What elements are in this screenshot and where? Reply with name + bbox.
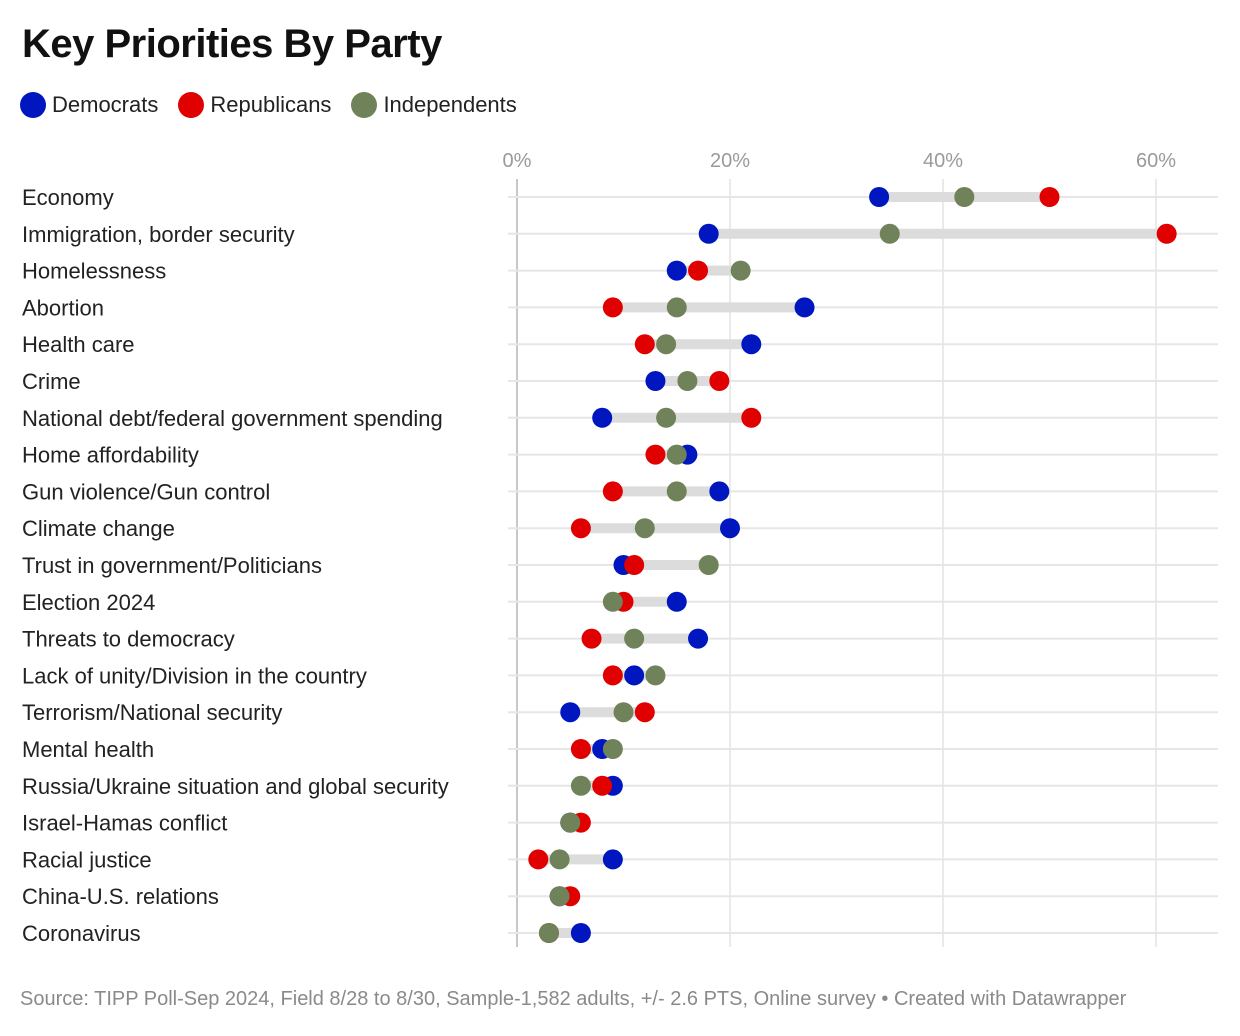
- dot-independents: [602, 739, 623, 759]
- row-label: Russia/Ukraine situation and global secu…: [22, 774, 449, 799]
- legend-dot-independents-icon: [351, 92, 378, 118]
- dot-independents: [634, 518, 655, 539]
- dot-independents: [698, 555, 719, 575]
- dot-democrats: [688, 628, 709, 649]
- row-label: Immigration, border security: [22, 222, 295, 247]
- dot-republicans: [741, 407, 762, 428]
- dot-independents: [677, 371, 698, 391]
- row-label: Terrorism/National security: [22, 700, 282, 725]
- row-label: Coronavirus: [22, 921, 141, 946]
- row-label: Threats to democracy: [22, 627, 235, 652]
- data-dots: [528, 187, 1177, 943]
- row-label: Racial justice: [22, 847, 152, 872]
- dot-republicans: [1039, 187, 1060, 207]
- x-tick-label: 40%: [923, 150, 963, 172]
- row-label: Mental health: [22, 737, 154, 762]
- row-label: China-U.S. relations: [22, 884, 219, 909]
- dot-republicans: [570, 518, 591, 539]
- dot-democrats: [720, 518, 740, 539]
- source-footer: Source: TIPP Poll-Sep 2024, Field 8/28 t…: [20, 988, 1127, 1010]
- dot-republicans: [634, 702, 655, 723]
- row-label: Election 2024: [22, 590, 155, 615]
- legend-label: Democrats: [52, 92, 159, 117]
- dot-range-chart: 0% 20% 40% 60% Economy Immigration, border s…: [22, 150, 1218, 947]
- dot-republicans: [592, 775, 613, 796]
- legend-item-republicans: Republicans: [178, 92, 331, 118]
- row-label: Trust in government/Politicians: [22, 553, 322, 578]
- dot-republicans: [709, 371, 730, 391]
- row-label: Israel-Hamas conflict: [22, 811, 227, 836]
- dot-democrats: [666, 260, 687, 281]
- dot-independents: [666, 297, 687, 318]
- dot-democrats: [602, 849, 623, 870]
- dot-republicans: [602, 297, 623, 318]
- row-label: Crime: [22, 369, 81, 394]
- dot-democrats: [645, 371, 666, 391]
- legend-label: Independents: [383, 92, 517, 117]
- dot-democrats: [709, 481, 730, 502]
- dot-republicans: [688, 260, 709, 281]
- dot-democrats: [666, 591, 687, 612]
- x-tick-label: 20%: [710, 150, 750, 172]
- row-label: Climate change: [22, 516, 175, 541]
- dot-democrats: [741, 334, 762, 355]
- dot-democrats: [624, 665, 645, 686]
- row-label: Health care: [22, 332, 135, 357]
- dot-independents: [570, 775, 591, 796]
- dot-independents: [560, 812, 581, 833]
- dot-republicans: [634, 334, 655, 355]
- grid: [508, 179, 1218, 947]
- dot-independents: [730, 260, 751, 281]
- dot-independents: [666, 444, 687, 465]
- row-labels: Economy Immigration, border security Homel…: [22, 185, 449, 946]
- dot-independents: [879, 223, 900, 244]
- dot-republicans: [1156, 223, 1177, 244]
- row-label: Gun violence/Gun control: [22, 479, 270, 504]
- dot-republicans: [602, 481, 623, 502]
- chart-title: Key Priorities By Party: [22, 22, 442, 66]
- dot-republicans: [570, 739, 591, 759]
- legend-item-democrats: Democrats: [20, 92, 158, 118]
- legend-dot-democrats-icon: [20, 92, 46, 118]
- dot-independents: [613, 702, 634, 723]
- dot-republicans: [528, 849, 549, 870]
- row-label: National debt/federal government spendin…: [22, 406, 443, 431]
- dot-independents: [538, 923, 559, 943]
- dot-republicans: [645, 444, 666, 465]
- dot-democrats: [698, 223, 719, 244]
- legend-label: Republicans: [210, 92, 332, 117]
- row-label: Lack of unity/Division in the country: [22, 663, 367, 688]
- dot-democrats: [592, 407, 613, 428]
- dot-republicans: [581, 628, 602, 649]
- dot-independents: [602, 591, 623, 612]
- x-tick-label: 60%: [1136, 150, 1176, 172]
- dot-democrats: [869, 187, 890, 207]
- dot-democrats: [570, 923, 591, 943]
- legend-item-independents: Independents: [351, 92, 517, 118]
- dot-independents: [549, 886, 570, 907]
- x-axis-ticks: 0% 20% 40% 60%: [503, 150, 1177, 172]
- dot-democrats: [794, 297, 815, 318]
- dot-republicans: [602, 665, 623, 686]
- dot-republicans: [624, 555, 645, 575]
- row-label: Home affordability: [22, 443, 199, 468]
- dot-independents: [666, 481, 687, 502]
- dot-independents: [624, 628, 645, 649]
- legend-dot-republicans-icon: [178, 92, 205, 118]
- dot-independents: [954, 187, 975, 207]
- dot-independents: [645, 665, 666, 686]
- row-label: Abortion: [22, 295, 104, 320]
- row-label: Homelessness: [22, 259, 166, 284]
- x-tick-label: 0%: [503, 150, 532, 172]
- dot-independents: [656, 407, 677, 428]
- dot-democrats: [560, 702, 581, 723]
- dot-independents: [656, 334, 677, 355]
- dot-independents: [549, 849, 570, 870]
- row-label: Economy: [22, 185, 114, 210]
- legend: Democrats Republicans Independents: [20, 92, 537, 118]
